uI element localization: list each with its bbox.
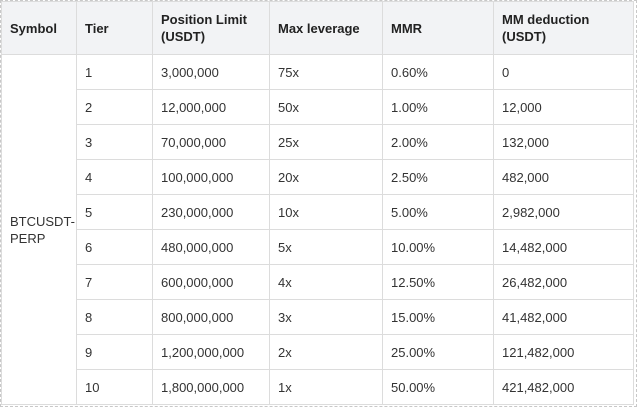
- cell-tier: 8: [76, 299, 153, 335]
- risk-limit-table: Symbol Tier Position Limit (USDT) Max le…: [1, 1, 634, 405]
- cell-mmr: 2.50%: [382, 159, 494, 195]
- cell-tier: 5: [76, 194, 153, 230]
- table-header-row: Symbol Tier Position Limit (USDT) Max le…: [1, 1, 634, 55]
- cell-position-limit: 3,000,000: [152, 54, 270, 90]
- cell-tier: 2: [76, 89, 153, 125]
- cell-max-leverage: 2x: [269, 334, 383, 370]
- cell-position-limit: 480,000,000: [152, 229, 270, 265]
- cell-mm-deduction: 421,482,000: [493, 369, 634, 405]
- cell-tier: 6: [76, 229, 153, 265]
- cell-max-leverage: 5x: [269, 229, 383, 265]
- cell-mmr: 50.00%: [382, 369, 494, 405]
- header-position-limit: Position Limit (USDT): [152, 1, 270, 55]
- cell-tier: 4: [76, 159, 153, 195]
- cell-mm-deduction: 14,482,000: [493, 229, 634, 265]
- cell-mmr: 12.50%: [382, 264, 494, 300]
- cell-mmr: 1.00%: [382, 89, 494, 125]
- cell-position-limit: 100,000,000: [152, 159, 270, 195]
- cell-symbol: BTCUSDT-PERP: [1, 54, 77, 405]
- cell-max-leverage: 50x: [269, 89, 383, 125]
- cell-tier: 1: [76, 54, 153, 90]
- header-mmr: MMR: [382, 1, 494, 55]
- header-tier: Tier: [76, 1, 153, 55]
- cell-tier: 10: [76, 369, 153, 405]
- cell-max-leverage: 1x: [269, 369, 383, 405]
- cell-mmr: 2.00%: [382, 124, 494, 160]
- table-row: 3 70,000,000 25x 2.00% 132,000: [2, 124, 634, 160]
- cell-position-limit: 230,000,000: [152, 194, 270, 230]
- table-row: 4 100,000,000 20x 2.50% 482,000: [2, 159, 634, 195]
- table-row: 5 230,000,000 10x 5.00% 2,982,000: [2, 194, 634, 230]
- cell-max-leverage: 20x: [269, 159, 383, 195]
- table-row: 9 1,200,000,000 2x 25.00% 121,482,000: [2, 334, 634, 370]
- cell-position-limit: 800,000,000: [152, 299, 270, 335]
- cell-tier: 9: [76, 334, 153, 370]
- cell-mm-deduction: 12,000: [493, 89, 634, 125]
- cell-max-leverage: 10x: [269, 194, 383, 230]
- cell-max-leverage: 25x: [269, 124, 383, 160]
- cell-position-limit: 70,000,000: [152, 124, 270, 160]
- cell-max-leverage: 75x: [269, 54, 383, 90]
- cell-position-limit: 1,800,000,000: [152, 369, 270, 405]
- cell-position-limit: 12,000,000: [152, 89, 270, 125]
- cell-mmr: 0.60%: [382, 54, 494, 90]
- cell-mm-deduction: 2,982,000: [493, 194, 634, 230]
- header-max-leverage: Max leverage: [269, 1, 383, 55]
- cell-position-limit: 1,200,000,000: [152, 334, 270, 370]
- cell-position-limit: 600,000,000: [152, 264, 270, 300]
- header-mm-deduction: MM deduction (USDT): [493, 1, 634, 55]
- table-row: BTCUSDT-PERP 1 3,000,000 75x 0.60% 0: [1, 54, 634, 405]
- table-row: 8 800,000,000 3x 15.00% 41,482,000: [2, 299, 634, 335]
- cell-tier: 3: [76, 124, 153, 160]
- cell-mmr: 25.00%: [382, 334, 494, 370]
- cell-max-leverage: 3x: [269, 299, 383, 335]
- cell-mm-deduction: 41,482,000: [493, 299, 634, 335]
- cell-mm-deduction: 121,482,000: [493, 334, 634, 370]
- cell-max-leverage: 4x: [269, 264, 383, 300]
- cell-mm-deduction: 0: [493, 54, 634, 90]
- cell-mmr: 15.00%: [382, 299, 494, 335]
- table-row: 2 12,000,000 50x 1.00% 12,000: [2, 89, 634, 125]
- cell-mmr: 10.00%: [382, 229, 494, 265]
- table-row: 10 1,800,000,000 1x 50.00% 421,482,000: [2, 369, 634, 405]
- cell-mm-deduction: 132,000: [493, 124, 634, 160]
- header-symbol: Symbol: [1, 1, 77, 55]
- cell-mmr: 5.00%: [382, 194, 494, 230]
- table-row: 6 480,000,000 5x 10.00% 14,482,000: [2, 229, 634, 265]
- cell-mm-deduction: 26,482,000: [493, 264, 634, 300]
- cell-mm-deduction: 482,000: [493, 159, 634, 195]
- cell-tier: 7: [76, 264, 153, 300]
- table-row: 7 600,000,000 4x 12.50% 26,482,000: [2, 264, 634, 300]
